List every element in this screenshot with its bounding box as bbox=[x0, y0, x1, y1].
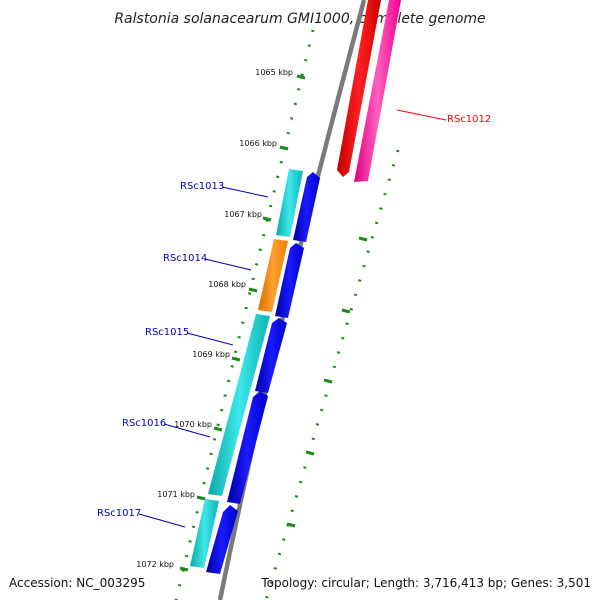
rsc1017-leader bbox=[138, 513, 186, 528]
kbp-label: 1071 kbp bbox=[157, 490, 195, 499]
gene-label-rsc1013[interactable]: RSc1013 bbox=[180, 181, 224, 192]
rsc1015-leader bbox=[186, 332, 234, 346]
kbp-label: 1066 kbp bbox=[239, 139, 277, 148]
cyan-feature-rsc1017[interactable] bbox=[190, 499, 219, 568]
blue-cds-rsc1017[interactable] bbox=[206, 505, 238, 574]
cyan-feature-rsc1013[interactable] bbox=[276, 169, 303, 237]
kbp-label: 1069 kbp bbox=[192, 350, 230, 359]
accession-label: Accession: NC_003295 bbox=[9, 576, 145, 590]
rsc1014-leader bbox=[204, 258, 252, 271]
kbp-label: 1065 kbp bbox=[255, 68, 293, 77]
kbp-label: 1067 kbp bbox=[224, 210, 262, 219]
map-title: Ralstonia solanacearum GMI1000, complete… bbox=[114, 11, 485, 27]
gene-label-rsc1012[interactable]: RSc1012 bbox=[447, 114, 491, 125]
outer-ring-dashes bbox=[286, 236, 368, 528]
rsc1012-leader bbox=[396, 109, 447, 121]
kbp-label: 1072 kbp bbox=[136, 560, 174, 569]
gene-label-rsc1017[interactable]: RSc1017 bbox=[97, 508, 141, 519]
gene-label-rsc1014[interactable]: RSc1014 bbox=[163, 253, 207, 264]
cyan-feature-rsc1015-1016[interactable] bbox=[208, 314, 270, 496]
kbp-label: 1068 kbp bbox=[208, 280, 246, 289]
orange-feature-rsc1014[interactable] bbox=[258, 239, 288, 312]
rsc1013-leader bbox=[221, 186, 269, 198]
topology-label: Topology: circular; Length: 3,716,413 bp… bbox=[260, 576, 591, 590]
kbp-label: 1070 kbp bbox=[174, 420, 212, 429]
blue-cds-rsc1014[interactable] bbox=[275, 243, 304, 318]
gene-label-rsc1015[interactable]: RSc1015 bbox=[145, 327, 189, 338]
blue-cds-rsc1015[interactable] bbox=[255, 318, 287, 393]
pink-feature-track[interactable] bbox=[354, 0, 401, 182]
rsc1016-leader bbox=[163, 423, 211, 438]
red-cds-rsc1012[interactable] bbox=[337, 0, 381, 177]
gene-label-rsc1016[interactable]: RSc1016 bbox=[122, 418, 166, 429]
kbp-tick-marks bbox=[179, 74, 306, 572]
blue-cds-rsc1016[interactable] bbox=[227, 391, 268, 504]
blue-cds-rsc1013[interactable] bbox=[293, 172, 320, 242]
inner-tick-ring bbox=[174, 29, 315, 600]
